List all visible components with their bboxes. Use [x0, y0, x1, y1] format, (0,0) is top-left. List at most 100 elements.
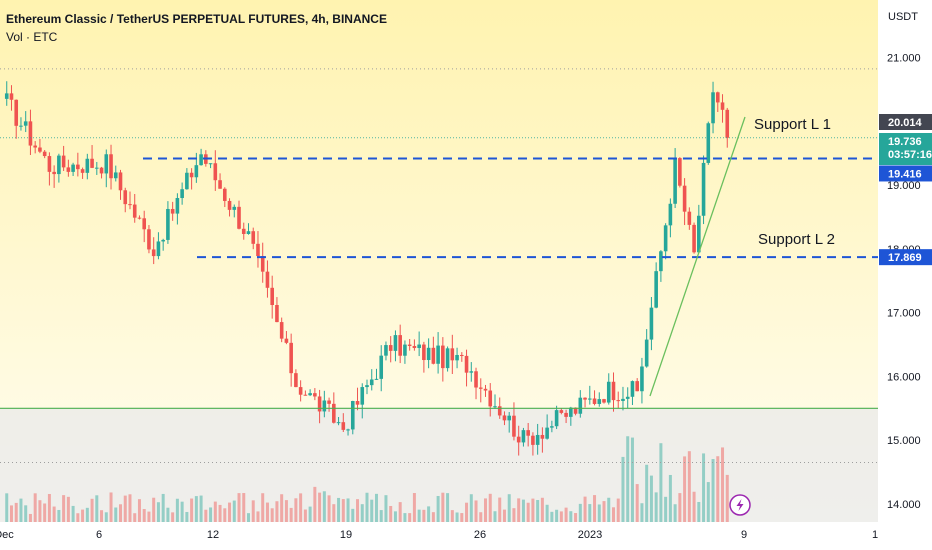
candle-body [715, 92, 720, 103]
y-tick-label: 21.000 [887, 52, 921, 64]
volume-bar [119, 504, 123, 522]
candle-body [630, 381, 635, 397]
candle-body [151, 249, 156, 257]
volume-bar [721, 447, 725, 522]
candle-body [237, 206, 241, 229]
candle-body [403, 344, 407, 356]
candle-body [218, 180, 222, 189]
candle-body [379, 355, 384, 379]
candle-body [611, 381, 616, 401]
y-tick-label: 14.000 [887, 499, 921, 511]
candle-body [142, 218, 147, 230]
volume-bar [175, 498, 179, 522]
volume-bar [431, 512, 435, 522]
volume-bar [185, 511, 189, 522]
volume-bar [493, 511, 497, 522]
candle-body [398, 335, 402, 356]
candle-body [550, 426, 554, 428]
volume-bar [133, 513, 137, 522]
candle-body [635, 381, 639, 392]
volume-bar [275, 501, 279, 522]
candle-body [687, 211, 692, 225]
candle-body [123, 190, 128, 205]
candle-body [621, 398, 625, 401]
candle-body [350, 401, 355, 430]
candle-body [659, 251, 663, 272]
volume-bar [161, 493, 165, 522]
volume-bar [5, 493, 9, 522]
candle-body [587, 398, 592, 400]
candle-body [654, 271, 658, 308]
volume-bar [702, 453, 706, 522]
support-l2-tag-bg [879, 249, 932, 266]
flash-icon[interactable] [729, 494, 751, 516]
volume-bar [303, 509, 307, 522]
candle-body [275, 305, 279, 323]
candle-body [417, 344, 421, 349]
volume-bar [659, 443, 663, 522]
candle-body [711, 92, 715, 124]
candle-body [104, 154, 109, 174]
volume-bar [555, 509, 559, 522]
volume-bar [455, 512, 459, 522]
candle-body [597, 399, 602, 404]
candle-body [441, 345, 445, 369]
volume-bar [412, 493, 416, 522]
candle-body [512, 415, 516, 437]
volume-bar [33, 493, 37, 522]
candle-body [569, 407, 573, 417]
candle-body [175, 198, 180, 214]
volume-bar [683, 456, 687, 522]
candle-body [332, 403, 336, 423]
volume-bar [341, 499, 345, 522]
volume-bar [711, 459, 715, 522]
candle-body [23, 121, 28, 126]
time-axis-bg [0, 522, 878, 550]
volume-bar [550, 511, 554, 522]
support-l1-label: Support L 1 [754, 116, 831, 133]
candle-body [232, 206, 237, 210]
candle-body [469, 371, 474, 373]
volume-bar [19, 498, 23, 522]
last-high-tag-text: 20.014 [888, 117, 923, 129]
volume-bar [284, 500, 288, 522]
volume-bar [147, 511, 151, 522]
volume-bar [517, 498, 521, 522]
candle-body [303, 394, 308, 396]
volume-bar [716, 456, 720, 522]
candle-body [450, 348, 455, 361]
volume-bar [332, 504, 336, 522]
candle-body [488, 390, 493, 407]
candle-body [80, 169, 85, 173]
candle-body [460, 354, 464, 356]
candle-body [388, 345, 393, 351]
volume-bar [512, 508, 516, 522]
candle-body [270, 287, 274, 306]
volume-bar [24, 505, 28, 522]
volume-bar [213, 501, 217, 522]
volume-bars [5, 436, 729, 522]
candle-body [445, 348, 450, 369]
candle-body [289, 342, 293, 374]
volume-bar [422, 509, 426, 522]
volume-bar [52, 506, 56, 522]
candle-body [455, 354, 459, 361]
candle-body [161, 239, 165, 242]
volume-bar [597, 504, 601, 522]
volume-bar [574, 513, 578, 522]
candle-body [208, 163, 213, 165]
candle-body [673, 158, 677, 204]
volume-bar [469, 494, 473, 522]
candle-body [71, 164, 75, 172]
candle-body [369, 379, 374, 386]
volume-bar [389, 505, 393, 522]
candle-body [540, 434, 545, 439]
candle-body [99, 167, 104, 174]
volume-bar [649, 475, 653, 522]
candle-body [393, 335, 398, 351]
volume-bar [308, 506, 312, 522]
volume-bar [109, 492, 113, 522]
candle-body [422, 344, 426, 361]
